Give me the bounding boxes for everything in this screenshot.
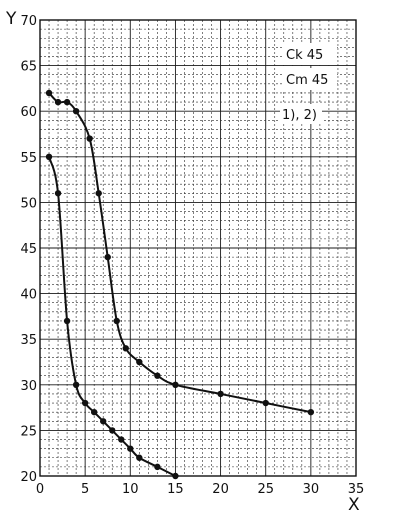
annotation-3-background: [280, 104, 322, 124]
series-1-point: [122, 345, 129, 352]
y-tick-labels: 20 25 30 35 40 45 50 55 60 65 70: [20, 14, 37, 485]
annotation-ck45: Ck 45: [286, 48, 323, 63]
x-tick-label: 35: [348, 482, 365, 497]
x-tick-label: 10: [122, 482, 139, 497]
series-2-point: [127, 445, 134, 452]
y-tick-label: 45: [20, 242, 37, 257]
series-1-point: [54, 98, 62, 106]
series-1-point: [72, 108, 80, 115]
annotation-2-background: [283, 68, 337, 90]
x-tick-labels: 0 5 10 15 20 25 30 35: [36, 482, 364, 497]
series-2-point: [54, 190, 62, 197]
series-2-point: [136, 454, 143, 461]
series-1-point: [172, 381, 179, 388]
series-2-point: [109, 427, 116, 434]
series-1-point: [45, 89, 53, 97]
y-tick-label: 50: [20, 196, 37, 211]
series-2-point: [81, 399, 89, 407]
y-tick-label: 65: [20, 60, 37, 75]
series-1-point: [217, 390, 224, 398]
y-tick-label: 60: [20, 105, 37, 120]
x-tick-label: 20: [212, 482, 229, 497]
y-tick-label: 70: [20, 14, 37, 29]
x-tick-label: 30: [303, 482, 320, 497]
series-2-point: [100, 418, 107, 425]
series-1-point: [86, 135, 93, 142]
x-tick-label: 25: [257, 482, 274, 497]
y-tick-label: 30: [20, 379, 37, 394]
x-tick-label: 15: [167, 482, 184, 497]
series-1-point: [262, 399, 269, 407]
series-1-point: [104, 253, 111, 261]
y-axis-label: Y: [5, 9, 17, 29]
annotation-1-background: [283, 43, 337, 65]
series-2-point: [118, 436, 125, 443]
x-tick-label: 5: [81, 482, 89, 497]
y-tick-label: 25: [20, 424, 37, 439]
y-tick-label: 20: [20, 470, 37, 485]
series-2-point: [154, 463, 161, 471]
y-tick-label: 55: [20, 151, 37, 166]
series-2-point: [45, 153, 53, 160]
annotation-notes: 1), 2): [282, 108, 317, 123]
grid: [39, 19, 357, 477]
annotation-cm45: Cm 45: [286, 73, 328, 88]
series-1-point: [307, 408, 315, 416]
y-tick-label: 35: [20, 333, 37, 348]
series-1-point: [113, 317, 120, 325]
y-tick-label: 40: [20, 288, 37, 303]
series-2-point: [72, 381, 80, 388]
series-1-point: [136, 358, 143, 366]
series-2-point: [63, 317, 71, 325]
x-axis-label: X: [348, 495, 360, 515]
x-tick-label: 0: [36, 482, 44, 497]
series-1-point: [63, 98, 71, 106]
plot-frame: [39, 19, 357, 477]
series-1-point: [95, 190, 102, 197]
series-2-point: [90, 408, 98, 416]
series-1-point: [154, 372, 161, 379]
data-points: [45, 89, 315, 480]
